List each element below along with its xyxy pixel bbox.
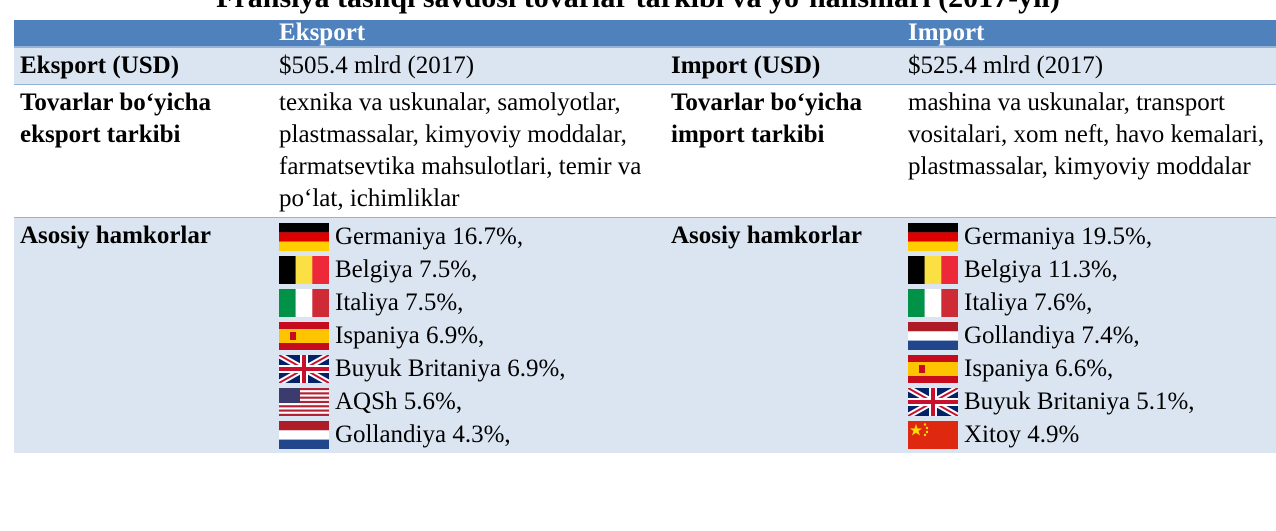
header-row: Eksport Import	[14, 20, 1276, 48]
label-cell: Eksport (USD)	[14, 47, 273, 85]
partner: Italiya 7.5%,	[279, 286, 659, 319]
partner-text: Belgiya 11.3%,	[964, 255, 1118, 283]
row: Eksport (USD) $505.4 mlrd (2017) Import …	[14, 47, 1276, 85]
partner: Belgiya 7.5%,	[279, 253, 659, 286]
title: Fransiya tashqi savdosi tovarlar tarkibi…	[0, 0, 1276, 18]
flag	[908, 256, 958, 284]
partner: Germaniya 19.5%,	[908, 220, 1270, 253]
row: Tovarlar bo‘yicha eksport tarkibi texnik…	[14, 84, 1276, 218]
flag	[279, 223, 329, 251]
partner-text: Ispaniya 6.6%,	[964, 354, 1114, 382]
partner-text: Gollandiya 7.4%,	[964, 321, 1140, 349]
partner: Italiya 7.6%,	[908, 286, 1270, 319]
cell: mashina va uskunalar, transport vositala…	[902, 84, 1276, 218]
partner-text: Buyuk Britaniya 5.1%,	[964, 387, 1195, 415]
header-cell	[665, 20, 902, 48]
partner-text: Buyuk Britaniya 6.9%,	[335, 354, 566, 382]
flag	[908, 223, 958, 251]
flag	[908, 355, 958, 383]
partner-text: Germaniya 16.7%,	[335, 222, 524, 250]
flag	[279, 256, 329, 284]
partner: Gollandiya 4.3%,	[279, 418, 659, 451]
cell: $505.4 mlrd (2017)	[273, 47, 665, 85]
partner: Xitoy 4.9%	[908, 418, 1270, 451]
partner: Ispaniya 6.9%,	[279, 319, 659, 352]
flag	[908, 388, 958, 416]
partner-text: AQSh 5.6%,	[335, 387, 463, 415]
partner-text: Germaniya 19.5%,	[964, 222, 1153, 250]
cell: texnika va uskunalar, samolyotlar, plast…	[273, 84, 665, 218]
flag	[279, 388, 329, 416]
flag	[279, 289, 329, 317]
partner: Buyuk Britaniya 6.9%,	[279, 352, 659, 385]
partner: AQSh 5.6%,	[279, 385, 659, 418]
row: Asosiy hamkorlar Germaniya 16.7%, Belgiy…	[14, 217, 1276, 453]
label-cell: Import (USD)	[665, 47, 902, 85]
trade-table: Eksport Import Eksport (USD) $505.4 mlrd…	[14, 20, 1276, 453]
partner-text: Italiya 7.5%,	[335, 288, 464, 316]
label-cell: Tovarlar bo‘yicha eksport tarkibi	[14, 84, 273, 218]
partner: Ispaniya 6.6%,	[908, 352, 1270, 385]
header-cell: Import	[902, 20, 1276, 48]
cell: $525.4 mlrd (2017)	[902, 47, 1276, 85]
partner-text: Ispaniya 6.9%,	[335, 321, 485, 349]
label-cell: Asosiy hamkorlar	[665, 217, 902, 453]
cell: Germaniya 19.5%, Belgiya 11.3%, Italiya …	[902, 217, 1276, 453]
header-cell: Eksport	[273, 20, 665, 48]
partner: Buyuk Britaniya 5.1%,	[908, 385, 1270, 418]
flag	[279, 355, 329, 383]
flag	[908, 421, 958, 449]
label-cell: Asosiy hamkorlar	[14, 217, 273, 453]
partner: Belgiya 11.3%,	[908, 253, 1270, 286]
flag	[908, 289, 958, 317]
flag	[908, 322, 958, 350]
partner: Germaniya 16.7%,	[279, 220, 659, 253]
header-cell	[14, 20, 273, 48]
partner-text: Xitoy 4.9%	[964, 420, 1080, 448]
partner-text: Gollandiya 4.3%,	[335, 420, 511, 448]
partner: Gollandiya 7.4%,	[908, 319, 1270, 352]
label-cell: Tovarlar bo‘yicha import tarkibi	[665, 84, 902, 218]
cell: Germaniya 16.7%, Belgiya 7.5%, Italiya 7…	[273, 217, 665, 453]
flag	[279, 421, 329, 449]
partner-text: Belgiya 7.5%,	[335, 255, 478, 283]
flag	[279, 322, 329, 350]
partner-text: Italiya 7.6%,	[964, 288, 1093, 316]
